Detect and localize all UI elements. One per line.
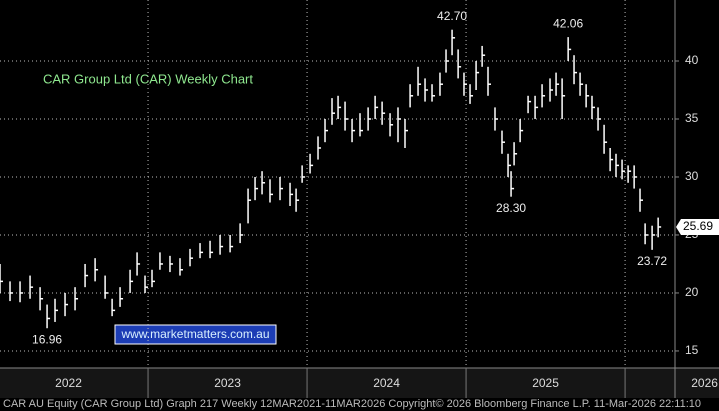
x-tick-label: 2024 [373, 376, 400, 390]
x-tick-label: 2022 [55, 376, 82, 390]
y-tick-label: 40 [685, 53, 699, 67]
x-tick-label: 2025 [532, 376, 559, 390]
x-tick-label: 2026 [691, 376, 718, 390]
annotation: 23.72 [637, 254, 667, 268]
y-tick-label: 20 [685, 285, 699, 299]
y-tick-label: 35 [685, 111, 699, 125]
annotation: 42.06 [553, 16, 583, 30]
annotation: 42.70 [437, 9, 467, 23]
annotation: 16.96 [32, 332, 62, 346]
watermark-box [114, 324, 277, 345]
y-tick-label: 15 [685, 343, 699, 357]
x-tick-label: 2023 [214, 376, 241, 390]
watermark: www.marketmatters.com.au [120, 327, 269, 341]
last-price-box [676, 218, 719, 235]
annotation: 28.30 [496, 201, 526, 215]
chart-title: CAR Group Ltd (CAR) Weekly Chart [43, 71, 253, 86]
x-axis-strip [0, 368, 719, 398]
footer: CAR AU Equity (CAR Group Ltd) Graph 217 … [3, 398, 701, 410]
y-tick-label: 30 [685, 169, 699, 183]
last-price-label: 25.69 [683, 219, 713, 233]
